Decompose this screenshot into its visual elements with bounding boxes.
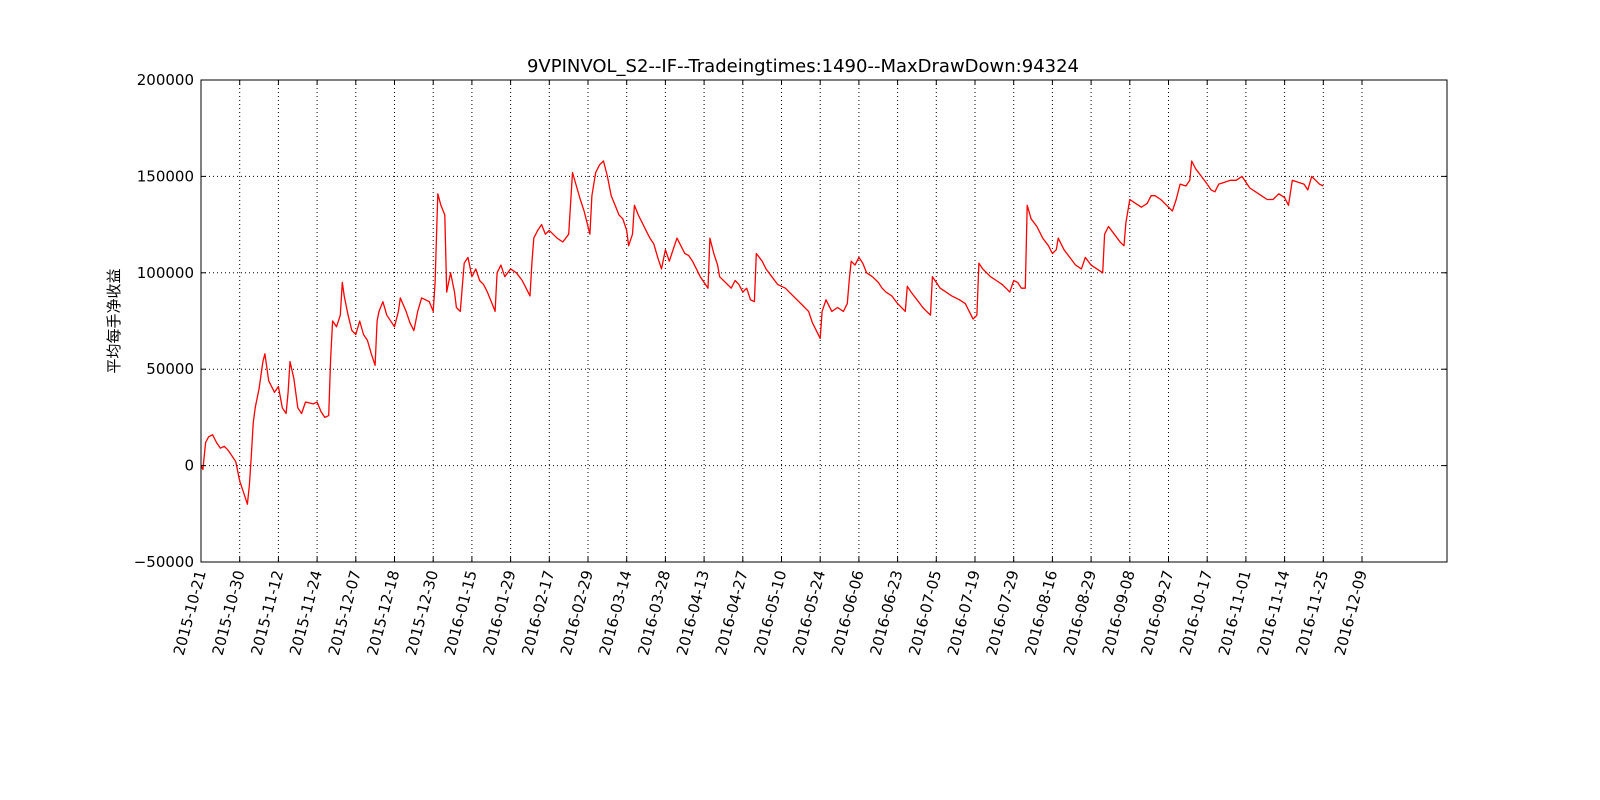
y-tick-label: −50000 bbox=[134, 553, 194, 571]
y-tick-label: 0 bbox=[184, 457, 194, 475]
y-axis: −50000 0 50000 100000 150000 200000 bbox=[134, 71, 1447, 571]
plot-frame bbox=[200, 79, 1448, 563]
chart-title: 9VPINVOL_S2--IF--Tradeingtimes:1490--Max… bbox=[527, 56, 1079, 77]
y-tick-label: 150000 bbox=[137, 167, 194, 185]
y-tick-label: 100000 bbox=[137, 264, 194, 282]
y-tick-label: 50000 bbox=[146, 360, 194, 378]
series-layer bbox=[200, 160, 1324, 505]
series-line bbox=[200, 160, 1324, 505]
grid-lines bbox=[201, 80, 1447, 562]
y-axis-label: 平均每手净收益 bbox=[105, 268, 123, 373]
y-tick-label: 200000 bbox=[137, 71, 194, 89]
